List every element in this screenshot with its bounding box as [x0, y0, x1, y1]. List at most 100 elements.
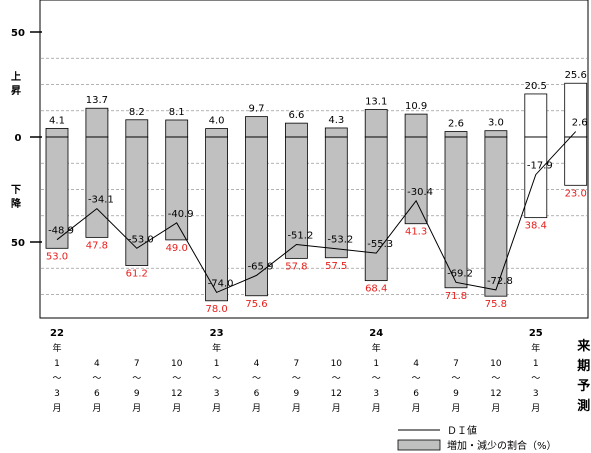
- di-value-label: -69.2: [447, 268, 473, 279]
- decrease-value-label: 71.8: [445, 291, 467, 302]
- x-month-label: 3: [533, 389, 539, 399]
- x-month-label: 9: [294, 389, 300, 399]
- bar-increase: [205, 128, 229, 138]
- x-month-label: 12: [331, 389, 342, 399]
- bar-decrease: [85, 136, 109, 238]
- x-month-label: 1: [54, 359, 60, 369]
- y-side-label-up: 昇: [11, 85, 21, 97]
- x-month-label: 6: [94, 389, 100, 399]
- x-month-suffix: 月: [332, 403, 341, 414]
- bar-decrease: [564, 136, 588, 186]
- x-month-suffix: 月: [292, 403, 301, 414]
- x-month-label: 1: [373, 359, 379, 369]
- di-value-label: -34.1: [88, 195, 114, 206]
- x-year-label: 22: [50, 328, 64, 339]
- y-tick-label: 50: [11, 28, 25, 39]
- bar-increase: [245, 116, 268, 138]
- legend: ＤＩ値 増加・減少の割合（%）: [397, 424, 557, 452]
- decrease-value-label: 38.4: [525, 221, 547, 232]
- bar-increase: [564, 82, 588, 138]
- x-year-suffix: 年: [52, 342, 61, 354]
- x-year-label: 23: [210, 328, 224, 339]
- x-month-suffix: 月: [212, 403, 221, 414]
- x-month-label: ～: [292, 374, 301, 384]
- decrease-value-label: 49.0: [166, 243, 188, 254]
- x-month-label: 1: [533, 359, 539, 369]
- di-value-label: -53.0: [128, 234, 154, 245]
- x-forecast-label: 期: [577, 359, 590, 374]
- bar-increase: [404, 113, 428, 138]
- decrease-value-label: 68.4: [365, 284, 387, 295]
- increase-value-label: 13.7: [86, 95, 108, 106]
- x-month-label: 10: [331, 359, 343, 369]
- x-month-label: ～: [92, 374, 101, 384]
- x-month-label: ～: [412, 374, 421, 384]
- x-year-label: 24: [369, 328, 383, 339]
- di-value-label: -74.0: [208, 278, 234, 289]
- increase-value-label: 9.7: [249, 104, 265, 115]
- decrease-value-label: 61.2: [126, 269, 148, 280]
- bar-increase: [324, 127, 348, 138]
- y-tick-label: 50: [11, 238, 25, 249]
- y-side-label-up: 上: [11, 70, 21, 83]
- bar-increase: [444, 131, 468, 138]
- x-forecast-label: 測: [577, 398, 590, 414]
- di-value-label: -30.4: [407, 187, 433, 198]
- x-month-suffix: 月: [451, 403, 460, 414]
- x-month-label: 4: [254, 359, 260, 369]
- increase-value-label: 3.0: [488, 118, 504, 129]
- bar-decrease: [484, 136, 508, 297]
- x-month-suffix: 月: [132, 403, 141, 414]
- bar-decrease: [524, 136, 548, 219]
- x-month-label: ～: [491, 374, 500, 384]
- x-month-label: ～: [372, 374, 381, 384]
- x-month-label: 6: [413, 389, 419, 399]
- di-value-label: -17.9: [527, 161, 553, 172]
- x-month-label: 4: [413, 359, 419, 369]
- bar-increase: [524, 93, 548, 138]
- x-month-label: 4: [94, 359, 100, 369]
- decrease-value-label: 47.8: [86, 240, 108, 251]
- increase-value-label: 25.6: [565, 70, 587, 81]
- di-value-label: -65.9: [248, 261, 274, 272]
- y-tick-label: 0: [15, 133, 22, 144]
- di-value-label: -40.9: [168, 209, 194, 220]
- di-series-line: [56, 131, 577, 294]
- increase-value-label: 4.1: [49, 115, 65, 126]
- decrease-value-label: 75.8: [485, 299, 507, 310]
- x-month-suffix: 月: [372, 403, 381, 414]
- bar-decrease: [444, 136, 468, 289]
- bar-increase: [484, 130, 508, 138]
- x-month-label: 3: [214, 389, 220, 399]
- decrease-value-label: 23.0: [565, 188, 587, 199]
- legend-bar-label: 増加・減少の割合（%）: [447, 439, 557, 452]
- x-year-suffix: 年: [212, 342, 221, 354]
- bar-decrease: [205, 136, 229, 302]
- x-month-label: 12: [171, 389, 182, 399]
- x-month-label: ～: [212, 374, 221, 384]
- di-value-label: 2.6: [572, 118, 588, 129]
- x-month-suffix: 月: [491, 403, 500, 414]
- bar-decrease: [165, 136, 189, 241]
- x-month-label: 6: [254, 389, 260, 399]
- x-month-suffix: 月: [252, 403, 261, 414]
- bar-increase: [364, 109, 388, 138]
- x-month-label: 7: [134, 359, 140, 369]
- value-labels-group: 4.1 53.0 13.7 47.8 8.2 61.2 8.1 49.0 4.0 78.0 9.7 7…: [46, 70, 588, 315]
- bar-increase: [284, 122, 308, 138]
- decrease-value-label: 41.3: [405, 227, 427, 238]
- x-month-suffix: 月: [52, 403, 61, 414]
- bar-increase: [45, 127, 69, 138]
- increase-value-label: 8.2: [129, 107, 145, 118]
- di-value-label: -51.2: [287, 231, 313, 242]
- x-month-label: ～: [531, 374, 540, 384]
- x-month-label: 3: [54, 389, 60, 399]
- x-month-label: 9: [134, 389, 140, 399]
- x-axis-labels: 22 年 1 ～ 3 月 4 ～ 6 月 7 ～ 9 月 10 ～ 12 月 23 年 1 ～ 3 月 4 ～ 6 月 7 ～ 9 月 10 ～ 1…: [50, 328, 591, 414]
- x-month-label: 7: [453, 359, 459, 369]
- y-side-label-down: 下: [11, 184, 21, 196]
- increase-value-label: 4.3: [328, 115, 344, 126]
- di-value-label: -53.2: [327, 235, 353, 246]
- x-month-label: 1: [214, 359, 220, 369]
